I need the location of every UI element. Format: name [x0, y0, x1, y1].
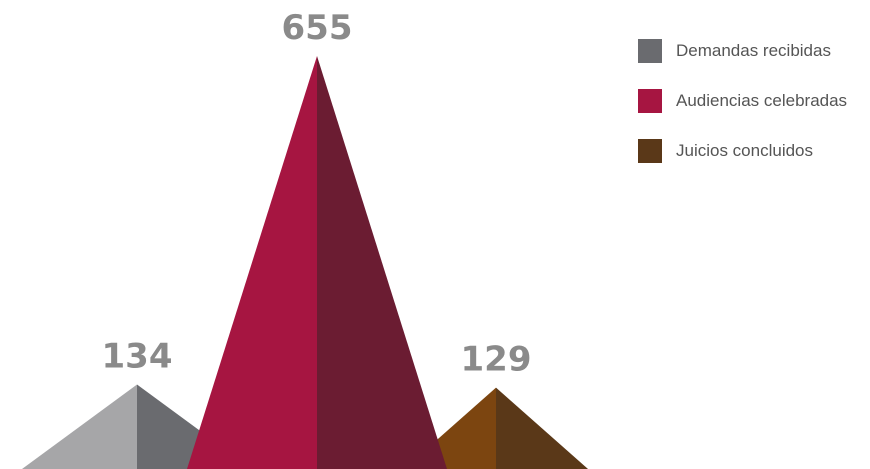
legend-swatch-juicios: [638, 139, 662, 163]
legend-label-juicios: Juicios concluidos: [676, 141, 814, 160]
legend-swatch-demandas: [638, 39, 662, 63]
legend-label-demandas: Demandas recibidas: [676, 41, 831, 60]
pyramid-demandas-left-face: [22, 384, 137, 469]
pyramid-audiencias: [187, 56, 447, 469]
legend-item-audiencias: Audiencias celebradas: [638, 88, 847, 114]
legend: Demandas recibidas Audiencias celebradas…: [638, 38, 847, 188]
value-label-demandas: 134: [102, 337, 173, 377]
legend-swatch-audiencias: [638, 89, 662, 113]
legend-item-juicios: Juicios concluidos: [638, 138, 847, 164]
legend-item-demandas: Demandas recibidas: [638, 38, 847, 64]
pyramid-audiencias-left-face: [187, 56, 317, 469]
value-label-audiencias: 655: [282, 8, 353, 48]
value-label-juicios: 129: [461, 340, 532, 380]
legend-label-audiencias: Audiencias celebradas: [676, 91, 848, 110]
pyramid-audiencias-right-face: [317, 56, 447, 469]
pyramid-juicios-right-face: [496, 387, 588, 469]
